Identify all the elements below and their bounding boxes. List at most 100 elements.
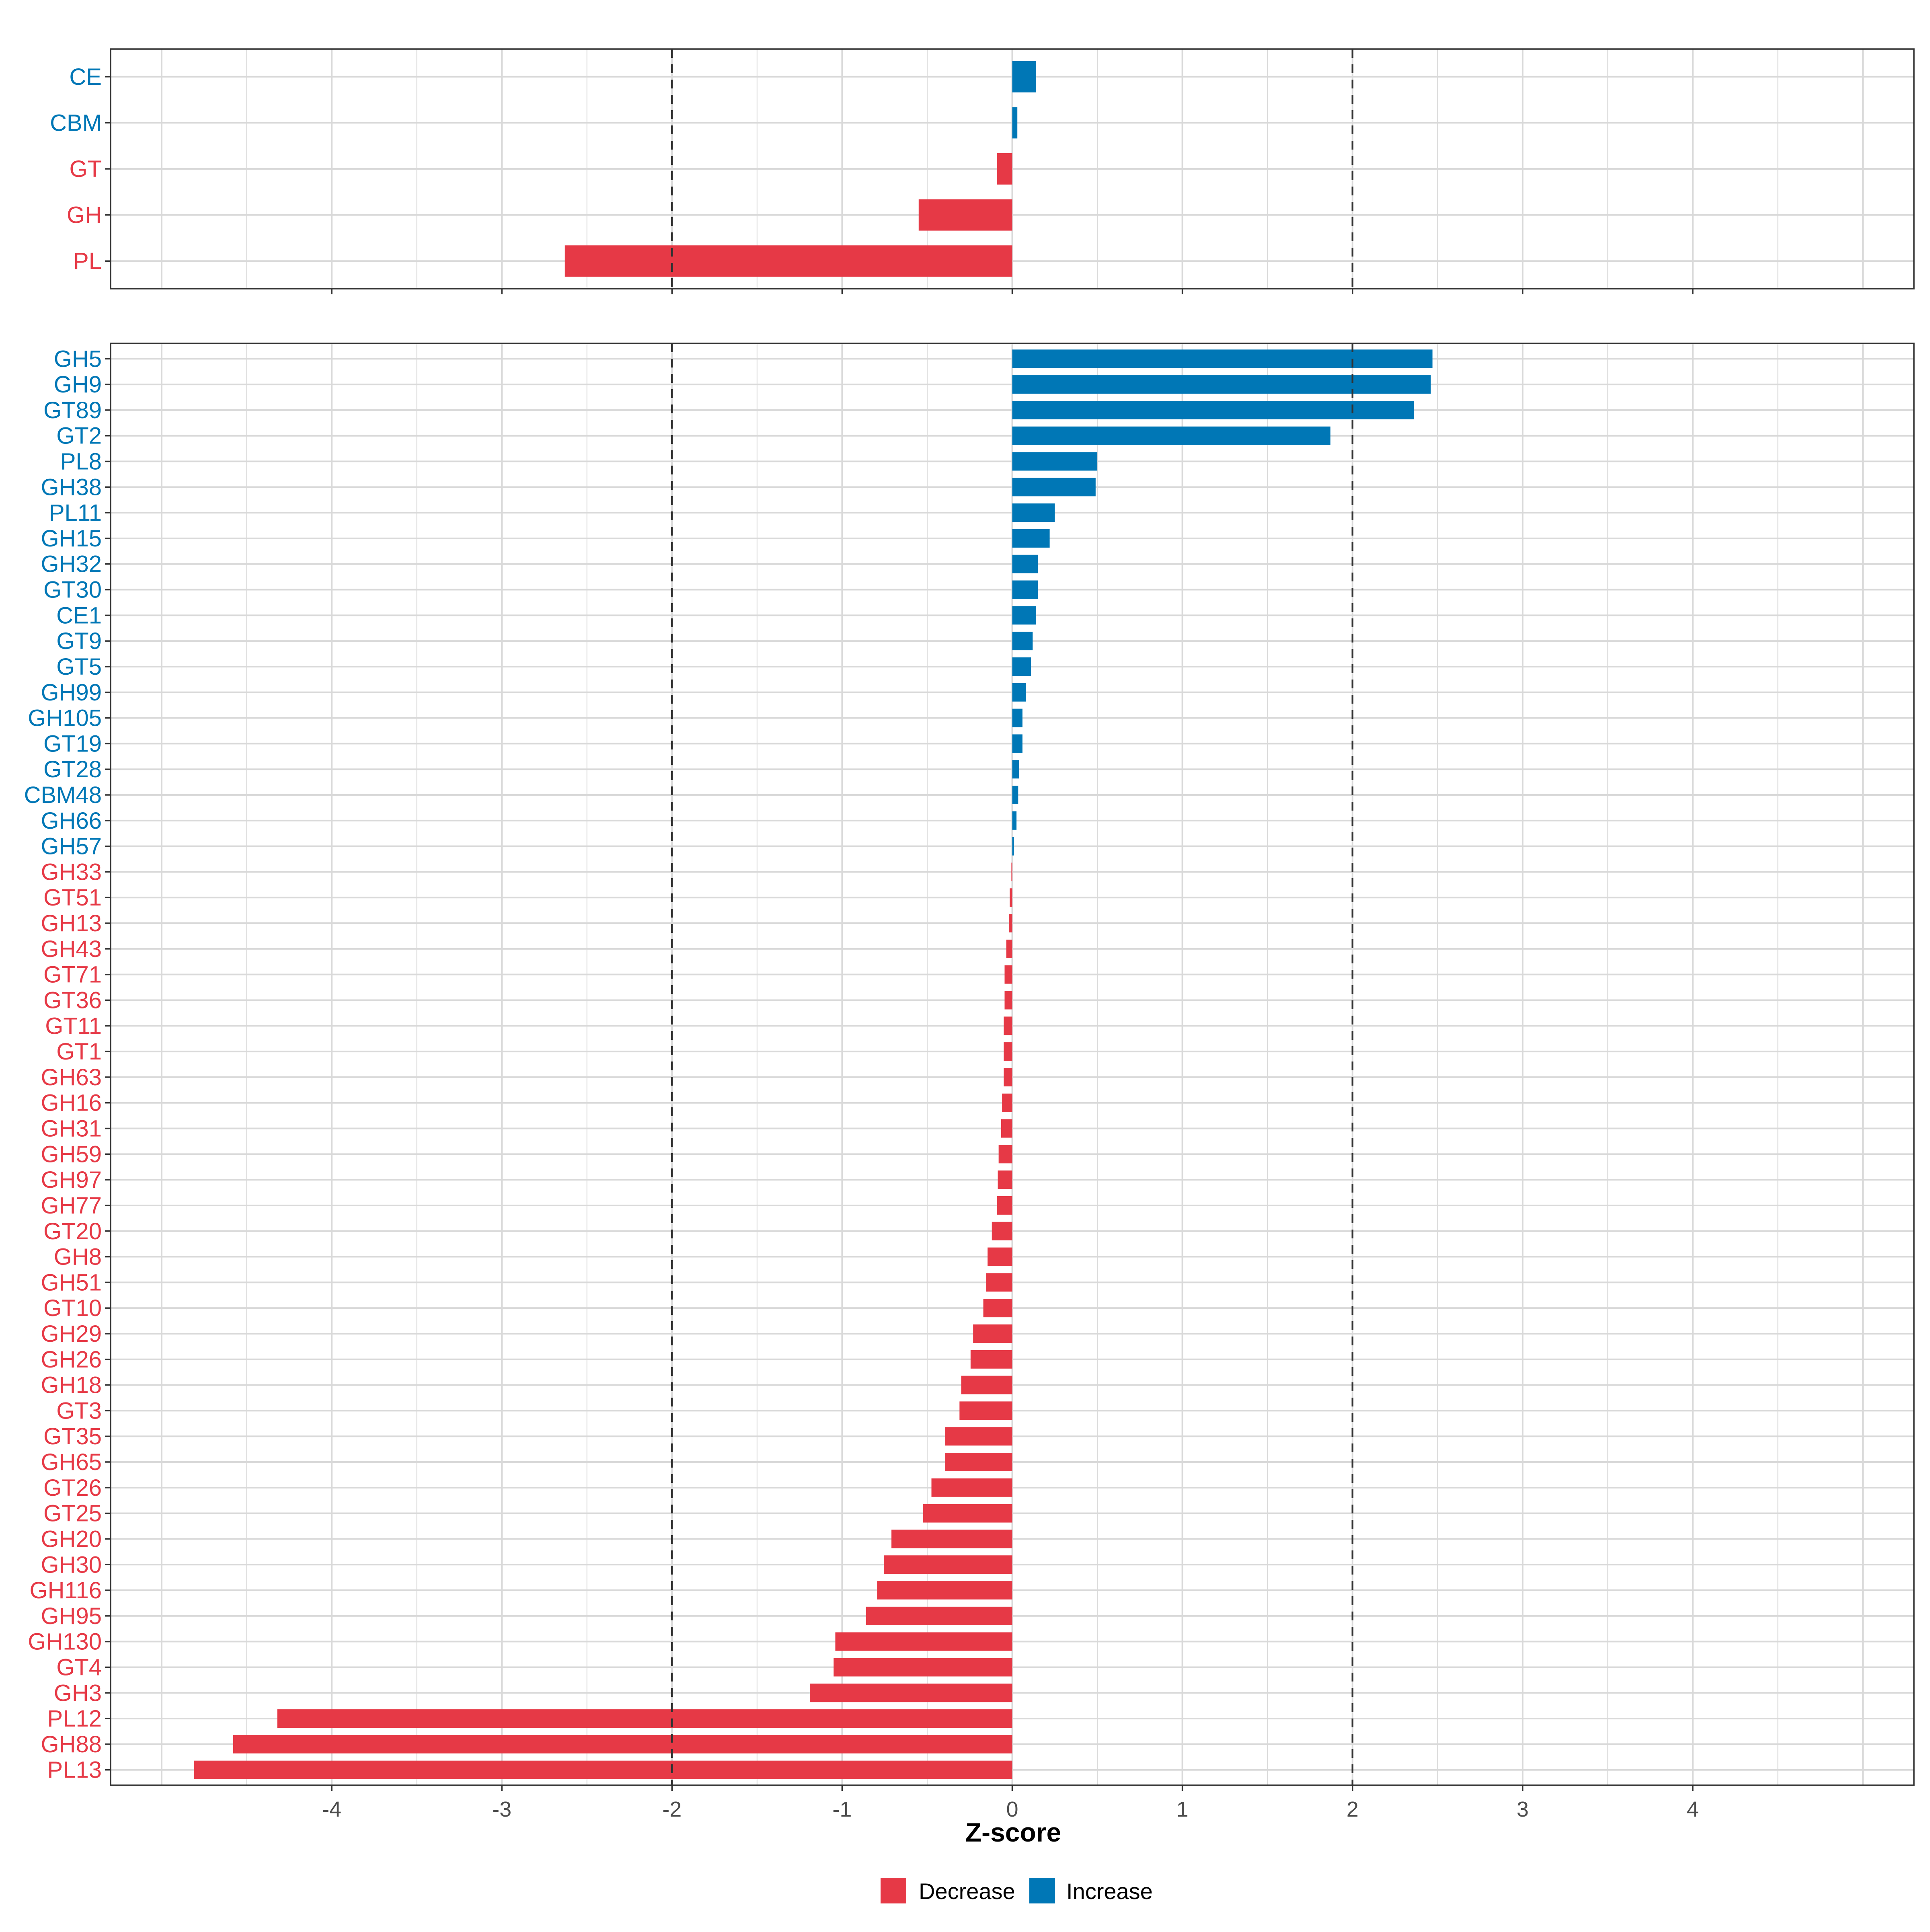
y-tick-label-gh105: GH105 <box>28 705 102 731</box>
bar-gh31 <box>1001 1119 1012 1138</box>
panel-families-bars <box>565 61 1036 277</box>
y-tick-label-pl11: PL11 <box>49 500 102 526</box>
legend-swatch-decrease <box>881 1878 906 1903</box>
y-tick-label-cbm: CBM <box>50 110 102 136</box>
bar-gh59 <box>998 1145 1012 1164</box>
bar-cbm <box>1012 107 1018 139</box>
bar-gh88 <box>233 1735 1012 1753</box>
bar-pl12 <box>277 1709 1012 1728</box>
y-tick-label-gh18: GH18 <box>41 1372 102 1398</box>
y-tick-label-gh13: GH13 <box>41 910 102 936</box>
x-tick-label--3: -3 <box>492 1797 511 1821</box>
bar-gh43 <box>1006 939 1012 958</box>
y-tick-label-gt5: GT5 <box>56 654 102 680</box>
x-tick-label--1: -1 <box>832 1797 852 1821</box>
x-tick-label-3: 3 <box>1517 1797 1529 1821</box>
y-tick-label-gt30: GT30 <box>43 577 102 603</box>
bar-gh3 <box>809 1684 1012 1702</box>
y-tick-label-gh33: GH33 <box>41 859 102 885</box>
bar-gh51 <box>986 1273 1012 1292</box>
legend-label-decrease: Decrease <box>919 1879 1015 1904</box>
y-tick-label-gt25: GT25 <box>43 1501 102 1527</box>
bar-gt19 <box>1012 734 1022 753</box>
panel-subfamilies-x-ticks: -4 -3 -2 -1 0 1 2 3 4 <box>322 1785 1699 1821</box>
y-tick-label-gh5: GH5 <box>54 346 102 372</box>
y-tick-label-gt35: GT35 <box>43 1423 102 1450</box>
y-tick-label-gt71: GT71 <box>43 962 102 988</box>
bar-gt4 <box>834 1658 1012 1677</box>
panel-subfamilies: GH5GH9GT89GT2PL8GH38PL11GH15GH32GT30CE1G… <box>24 343 1915 1821</box>
panel-families: CE CBM GT GH PL <box>50 48 1915 294</box>
bar-gh33 <box>1011 862 1012 881</box>
bar-gt5 <box>1012 657 1031 676</box>
bar-gh66 <box>1012 811 1017 830</box>
bar-gt2 <box>1012 426 1330 445</box>
bar-gh26 <box>970 1350 1012 1369</box>
y-tick-label-gt10: GT10 <box>43 1295 102 1321</box>
y-tick-label-gh97: GH97 <box>41 1167 102 1193</box>
panel-families-x-tick-marks <box>331 289 1694 294</box>
x-tick-label-0: 0 <box>1006 1797 1018 1821</box>
bar-gh38 <box>1012 478 1096 497</box>
y-tick-label-gh8: GH8 <box>54 1244 102 1270</box>
y-tick-label-pl: PL <box>73 248 102 274</box>
bar-pl <box>565 245 1012 277</box>
bar-gh105 <box>1012 708 1022 727</box>
y-tick-label-gt2: GT2 <box>56 423 102 449</box>
bar-gt35 <box>945 1427 1012 1446</box>
bar-gt51 <box>1010 888 1012 907</box>
legend-swatch-increase <box>1029 1878 1055 1903</box>
x-tick-label-2: 2 <box>1347 1797 1359 1821</box>
bar-gt <box>997 153 1012 185</box>
panel-subfamilies-bars <box>194 349 1433 1779</box>
y-tick-label-gh51: GH51 <box>41 1269 102 1296</box>
bar-gt26 <box>931 1478 1012 1497</box>
bar-gh57 <box>1012 837 1014 856</box>
bar-gh16 <box>1002 1093 1012 1112</box>
panel-subfamilies-threshold-lines <box>671 343 1353 1785</box>
y-tick-label-gh15: GH15 <box>41 526 102 552</box>
x-tick-label--4: -4 <box>322 1797 341 1821</box>
bar-gh97 <box>998 1170 1012 1189</box>
bar-gh116 <box>877 1581 1012 1600</box>
y-tick-label-gt3: GT3 <box>56 1398 102 1424</box>
bar-gh29 <box>973 1324 1012 1343</box>
y-tick-label-pl8: PL8 <box>60 449 102 475</box>
bar-gh30 <box>884 1555 1012 1574</box>
y-tick-label-gh20: GH20 <box>41 1526 102 1552</box>
y-tick-label-gt: GT <box>69 156 102 182</box>
y-tick-label-gt28: GT28 <box>43 756 102 782</box>
bar-ce1 <box>1012 606 1036 625</box>
bar-gh9 <box>1012 375 1431 394</box>
y-tick-label-gh59: GH59 <box>41 1141 102 1167</box>
bar-gt36 <box>1004 991 1012 1010</box>
y-tick-label-gh16: GH16 <box>41 1090 102 1116</box>
panel-families-threshold-lines <box>671 49 1353 289</box>
y-tick-label-gh26: GH26 <box>41 1347 102 1373</box>
panel-subfamilies-y-ticks: GH5GH9GT89GT2PL8GH38PL11GH15GH32GT30CE1G… <box>24 346 111 1783</box>
y-tick-label-gt51: GT51 <box>43 885 102 911</box>
y-tick-label-gh77: GH77 <box>41 1193 102 1219</box>
bar-ce <box>1012 61 1036 92</box>
bar-pl11 <box>1012 503 1055 522</box>
bar-gh77 <box>997 1196 1012 1215</box>
y-tick-label-gh43: GH43 <box>41 936 102 962</box>
y-tick-label-gt4: GT4 <box>56 1654 102 1680</box>
bar-gh95 <box>866 1606 1012 1625</box>
y-tick-label-gh99: GH99 <box>41 680 102 706</box>
y-tick-label-ce1: CE1 <box>56 602 102 628</box>
y-tick-label-gh30: GH30 <box>41 1552 102 1578</box>
bar-gh63 <box>1004 1068 1012 1086</box>
y-tick-label-gh63: GH63 <box>41 1064 102 1090</box>
bar-gt1 <box>1004 1042 1012 1061</box>
legend: Decrease Increase <box>881 1878 1153 1904</box>
bar-gt9 <box>1012 632 1033 651</box>
bar-cbm48 <box>1012 786 1018 804</box>
x-tick-label--2: -2 <box>662 1797 682 1821</box>
bar-pl13 <box>194 1760 1012 1779</box>
bar-gh <box>918 199 1012 231</box>
bar-gh65 <box>945 1453 1012 1471</box>
y-tick-label-gh3: GH3 <box>54 1680 102 1706</box>
bar-gt20 <box>992 1222 1012 1240</box>
